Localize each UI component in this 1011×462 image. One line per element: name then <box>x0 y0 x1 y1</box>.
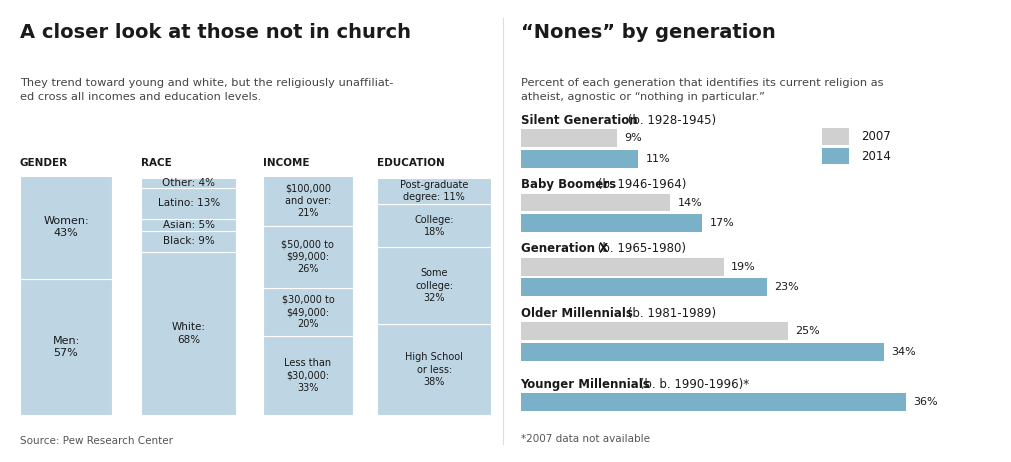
Bar <box>263 288 353 336</box>
Text: Black: 9%: Black: 9% <box>163 237 214 246</box>
Bar <box>520 343 884 360</box>
Text: Baby Boomers: Baby Boomers <box>520 178 615 191</box>
Text: Percent of each generation that identifies its current religion as
atheist, agno: Percent of each generation that identifi… <box>520 78 883 102</box>
Text: College:
18%: College: 18% <box>415 215 454 237</box>
Text: (b. b. 1990-1996)*: (b. b. 1990-1996)* <box>636 377 748 391</box>
Text: Women:
43%: Women: 43% <box>43 216 89 238</box>
Bar <box>377 204 491 248</box>
Text: Younger Millennials: Younger Millennials <box>520 377 650 391</box>
Text: A closer look at those not in church: A closer look at those not in church <box>20 23 410 42</box>
Text: Less than
$30,000:
33%: Less than $30,000: 33% <box>284 358 332 393</box>
Text: High School
or less:
38%: High School or less: 38% <box>405 352 463 387</box>
Text: INCOME: INCOME <box>263 158 309 168</box>
Bar <box>520 150 638 168</box>
Text: *2007 data not available: *2007 data not available <box>520 434 649 444</box>
Bar <box>520 279 765 296</box>
Text: 9%: 9% <box>624 134 641 143</box>
Bar <box>20 176 112 279</box>
Text: Older Millennials: Older Millennials <box>520 307 632 320</box>
Bar <box>142 252 236 415</box>
Text: RACE: RACE <box>142 158 172 168</box>
Text: (b. 1981-1989): (b. 1981-1989) <box>623 307 716 320</box>
Bar <box>520 214 702 232</box>
Text: Men:
57%: Men: 57% <box>53 335 80 358</box>
Bar <box>520 393 905 411</box>
Bar <box>142 188 236 219</box>
Text: Asian: 5%: Asian: 5% <box>163 219 214 230</box>
Bar <box>520 322 788 340</box>
Bar <box>821 148 848 164</box>
Text: (b. 1928-1945): (b. 1928-1945) <box>623 114 716 127</box>
Bar <box>263 226 353 288</box>
Bar <box>520 258 723 276</box>
Bar <box>377 324 491 415</box>
Bar <box>520 129 617 147</box>
Bar <box>263 176 353 226</box>
Text: Source: Pew Research Center: Source: Pew Research Center <box>20 436 173 446</box>
Text: Generation X: Generation X <box>520 243 608 255</box>
Text: Silent Generation: Silent Generation <box>520 114 637 127</box>
Text: $100,000
and over:
21%: $100,000 and over: 21% <box>284 183 331 218</box>
Text: Latino: 13%: Latino: 13% <box>158 198 219 208</box>
Text: 2014: 2014 <box>860 150 890 163</box>
Text: Some
college:
32%: Some college: 32% <box>415 268 453 303</box>
Text: Post-graduate
degree: 11%: Post-graduate degree: 11% <box>399 180 468 202</box>
Bar <box>377 248 491 324</box>
Text: 2007: 2007 <box>860 129 890 143</box>
Text: $50,000 to
$99,000:
26%: $50,000 to $99,000: 26% <box>281 240 334 274</box>
Text: 34%: 34% <box>891 346 915 357</box>
Bar <box>20 279 112 415</box>
Bar <box>142 219 236 231</box>
Text: White:
68%: White: 68% <box>172 322 205 345</box>
Text: (b. 1965-1980): (b. 1965-1980) <box>592 243 684 255</box>
Bar <box>821 128 848 145</box>
Bar <box>520 194 669 212</box>
Text: “Nones” by generation: “Nones” by generation <box>520 23 774 42</box>
Bar <box>142 178 236 188</box>
Text: (b. 1946-1964): (b. 1946-1964) <box>592 178 685 191</box>
Text: GENDER: GENDER <box>20 158 68 168</box>
Bar <box>377 178 491 204</box>
Text: 36%: 36% <box>912 397 936 407</box>
Text: $30,000 to
$49,000:
20%: $30,000 to $49,000: 20% <box>281 295 334 329</box>
Text: 14%: 14% <box>677 198 702 207</box>
Bar <box>263 336 353 415</box>
Text: 17%: 17% <box>709 218 734 228</box>
Text: 25%: 25% <box>795 326 819 336</box>
Text: 11%: 11% <box>645 154 669 164</box>
Bar <box>142 231 236 252</box>
Text: 19%: 19% <box>730 262 755 272</box>
Text: They trend toward young and white, but the religiously unaffiliat-
ed cross all : They trend toward young and white, but t… <box>20 78 393 102</box>
Text: 23%: 23% <box>773 282 798 292</box>
Text: EDUCATION: EDUCATION <box>377 158 445 168</box>
Text: Other: 4%: Other: 4% <box>162 178 215 188</box>
